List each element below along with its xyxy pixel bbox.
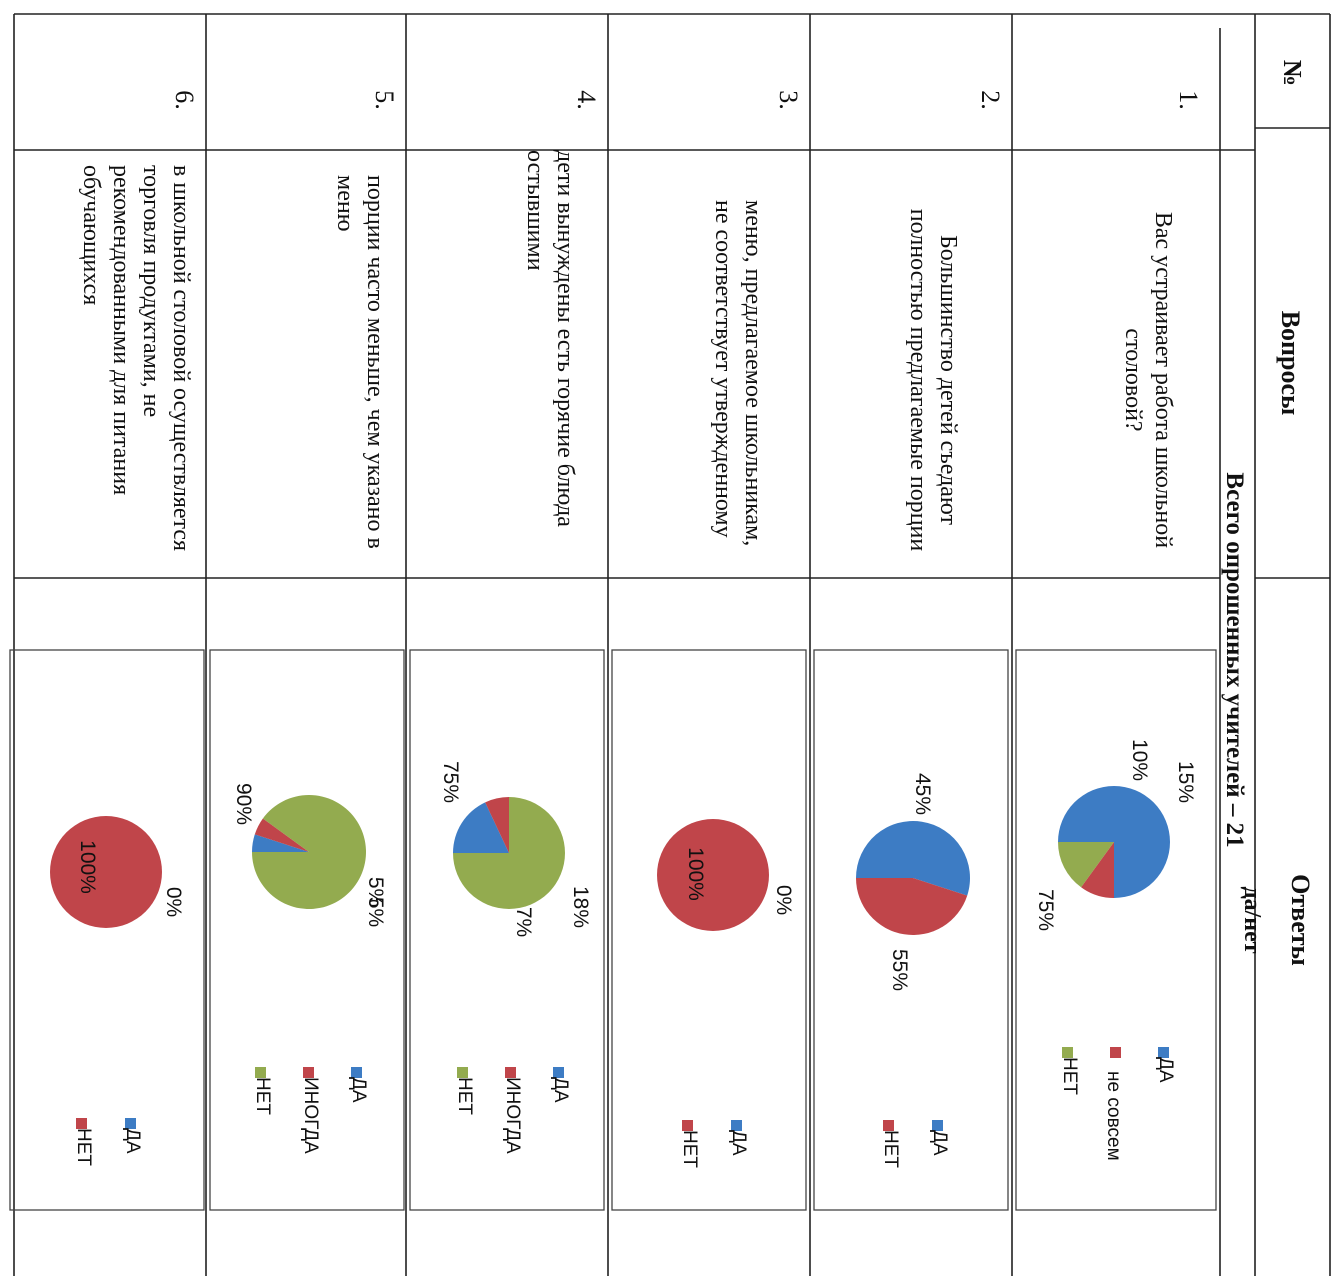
chart-1-legend-3: НЕТ (1059, 1057, 1080, 1095)
chart-4-legend-3: НЕТ (454, 1077, 475, 1115)
chart-1-legend-swatch-1 (1158, 1047, 1169, 1058)
chart-2-legend-swatch-2 (883, 1120, 894, 1131)
chart-2-legend-1: ДА (929, 1130, 950, 1156)
pie-slice-6-2 (50, 816, 162, 928)
chart-6-legend-1: ДА (122, 1128, 143, 1154)
chart-3-label-1: 0% (772, 884, 795, 916)
pie-slice-5-3 (251, 794, 366, 909)
chart-3-legend-2: НЕТ (679, 1130, 700, 1168)
chart-4-legend-2: ИНОГДА (502, 1077, 523, 1154)
chart-5-legend-swatch-1 (351, 1067, 362, 1078)
chart-3-label-2: 100% (684, 847, 707, 901)
pie-slice-1-3 (1058, 842, 1114, 888)
chart-5-legend-1: ДА (348, 1077, 369, 1103)
chart-1-label-2: 10% (1128, 738, 1151, 782)
chart-6-label-1: 0% (162, 886, 185, 918)
chart-4-legend-1: ДА (550, 1077, 571, 1103)
chart-3-legend-swatch-1 (731, 1120, 742, 1131)
chart-2-legend-2: НЕТ (880, 1130, 901, 1168)
chart-2-label-2: 55% (888, 948, 911, 992)
pie-slice-5-1 (252, 834, 309, 852)
chart-4-label-2: 18% (569, 885, 592, 929)
chart-3-legend-swatch-2 (682, 1120, 693, 1131)
chart-4-label-1: 75% (439, 760, 462, 804)
chart-6-legend-2: НЕТ (73, 1128, 94, 1166)
chart-4-legend-swatch-2 (505, 1067, 516, 1078)
pie-slice-2-2 (856, 878, 968, 935)
chart-1-label-3: 75% (1034, 888, 1057, 932)
chart-5-legend-3: НЕТ (252, 1077, 273, 1115)
chart-2-legend-swatch-1 (932, 1120, 943, 1131)
chart-1-legend-2: не совсем (1103, 1071, 1124, 1161)
chart-6-label-2: 100% (76, 840, 99, 894)
chart-5-label-3: 5% (364, 896, 387, 928)
chart-4-legend-swatch-1 (553, 1067, 564, 1078)
pie-slice-5-2 (254, 818, 309, 852)
pie-slice-2-1 (856, 820, 970, 896)
pie-slice-3-2 (657, 819, 769, 931)
chart-3-legend-1: ДА (728, 1130, 749, 1156)
pie-slice-4-1 (453, 802, 509, 853)
pie-slice-1-2 (1081, 842, 1114, 898)
chart-2-label-1: 45% (911, 772, 934, 816)
chart-5-legend-2: ИНОГДА (300, 1077, 321, 1154)
pie-slice-4-2 (485, 797, 509, 853)
chart-1-legend-swatch-3 (1062, 1047, 1073, 1058)
chart-5-label-1: 90% (232, 782, 255, 826)
chart-5-legend-swatch-2 (303, 1067, 314, 1078)
chart-1-legend-1: ДА (1155, 1057, 1176, 1083)
chart-4-legend-swatch-3 (457, 1067, 468, 1078)
chart-1-legend-swatch-2 (1110, 1047, 1121, 1058)
pie-slice-4-3 (453, 797, 565, 909)
chart-6-legend-swatch-2 (76, 1118, 87, 1129)
chart-6-legend-swatch-1 (125, 1118, 136, 1129)
chart-4-label-3: 7% (512, 906, 535, 938)
chart-5-legend-swatch-3 (255, 1067, 266, 1078)
chart-1-label-1: 15% (1174, 760, 1197, 804)
